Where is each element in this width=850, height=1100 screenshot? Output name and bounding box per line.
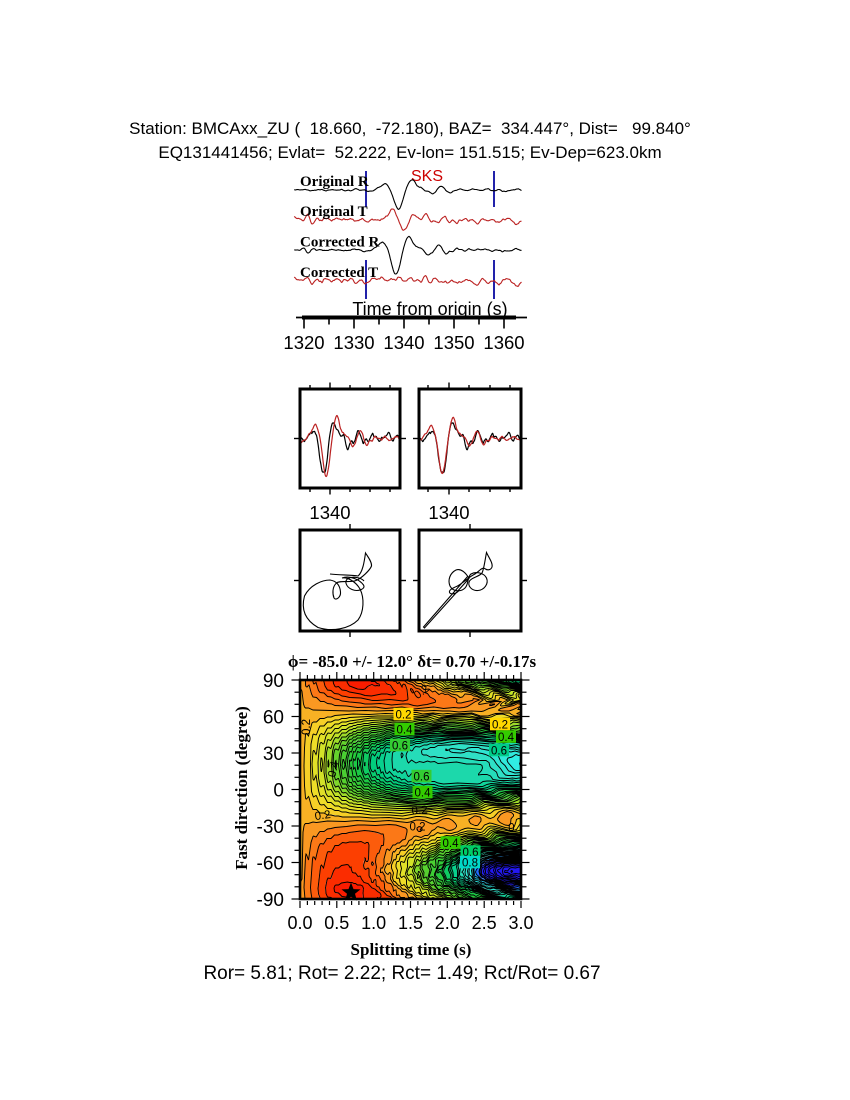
svg-text:2.5: 2.5 — [472, 913, 497, 933]
svg-text:-30: -30 — [257, 817, 284, 838]
svg-text:0.5: 0.5 — [324, 913, 349, 933]
svg-text:Original R: Original R — [300, 174, 369, 190]
svg-text:-60: -60 — [257, 854, 284, 875]
svg-text:0.4: 0.4 — [498, 732, 515, 744]
svg-text:Fast direction (degree): Fast direction (degree) — [232, 706, 251, 870]
svg-text:0: 0 — [273, 781, 284, 802]
svg-text:0.2: 0.2 — [411, 804, 428, 817]
svg-text:0.6: 0.6 — [414, 772, 430, 784]
svg-text:3.0: 3.0 — [508, 913, 533, 933]
svg-text:0.4: 0.4 — [397, 725, 414, 737]
svg-text:0.4: 0.4 — [443, 838, 460, 850]
svg-text:EQ131441456; Evlat= 52.222, E: EQ131441456; Evlat= 52.222, Ev-lon= 151.… — [158, 143, 661, 162]
svg-text:30: 30 — [263, 744, 284, 765]
svg-text:0.2: 0.2 — [396, 710, 412, 722]
svg-text:Original T: Original T — [300, 204, 368, 220]
svg-text:Corrected R: Corrected R — [300, 235, 379, 251]
svg-text:0.2: 0.2 — [410, 822, 426, 834]
svg-text:0.: 0. — [508, 823, 518, 835]
svg-text:1360: 1360 — [483, 332, 524, 353]
svg-text:Splitting time (s): Splitting time (s) — [351, 940, 472, 959]
svg-text:60: 60 — [263, 708, 284, 729]
svg-text:1.0: 1.0 — [361, 913, 386, 933]
svg-text:Ror= 5.81; Rot= 2.22; Rct= 1.4: Ror= 5.81; Rot= 2.22; Rct= 1.49; Rct/Rot… — [203, 963, 600, 984]
svg-text:1340: 1340 — [383, 332, 424, 353]
svg-text:1330: 1330 — [333, 332, 374, 353]
svg-text:0.4: 0.4 — [326, 760, 341, 779]
svg-text:1320: 1320 — [283, 332, 324, 353]
svg-text:1340: 1340 — [428, 502, 469, 523]
svg-text:0.6: 0.6 — [392, 741, 408, 753]
svg-text:0.0: 0.0 — [287, 913, 312, 933]
svg-text:0.2: 0.2 — [314, 809, 332, 823]
svg-text:0.4: 0.4 — [415, 788, 432, 800]
svg-text:0.8: 0.8 — [462, 858, 478, 870]
svg-text:Time from origin (s): Time from origin (s) — [352, 299, 507, 319]
svg-text:1.5: 1.5 — [398, 913, 423, 933]
svg-text:2.0: 2.0 — [435, 913, 460, 933]
svg-text:SKS: SKS — [411, 168, 443, 185]
svg-text:Corrected T: Corrected T — [300, 265, 378, 281]
svg-text:0.2: 0.2 — [492, 720, 508, 732]
svg-text:-90: -90 — [257, 890, 284, 911]
svg-text:0.6: 0.6 — [491, 746, 507, 758]
svg-text:0.2: 0.2 — [301, 719, 313, 735]
svg-text:Station: BMCAxx_ZU ( 18.660,: Station: BMCAxx_ZU ( 18.660, -72.180), B… — [129, 119, 691, 138]
svg-text:1350: 1350 — [433, 332, 474, 353]
svg-text:ϕ= -85.0 +/- 12.0° δt= 0.70 +/: ϕ= -85.0 +/- 12.0° δt= 0.70 +/-0.17s — [288, 652, 537, 671]
svg-text:90: 90 — [263, 671, 284, 692]
svg-text:1340: 1340 — [309, 502, 350, 523]
